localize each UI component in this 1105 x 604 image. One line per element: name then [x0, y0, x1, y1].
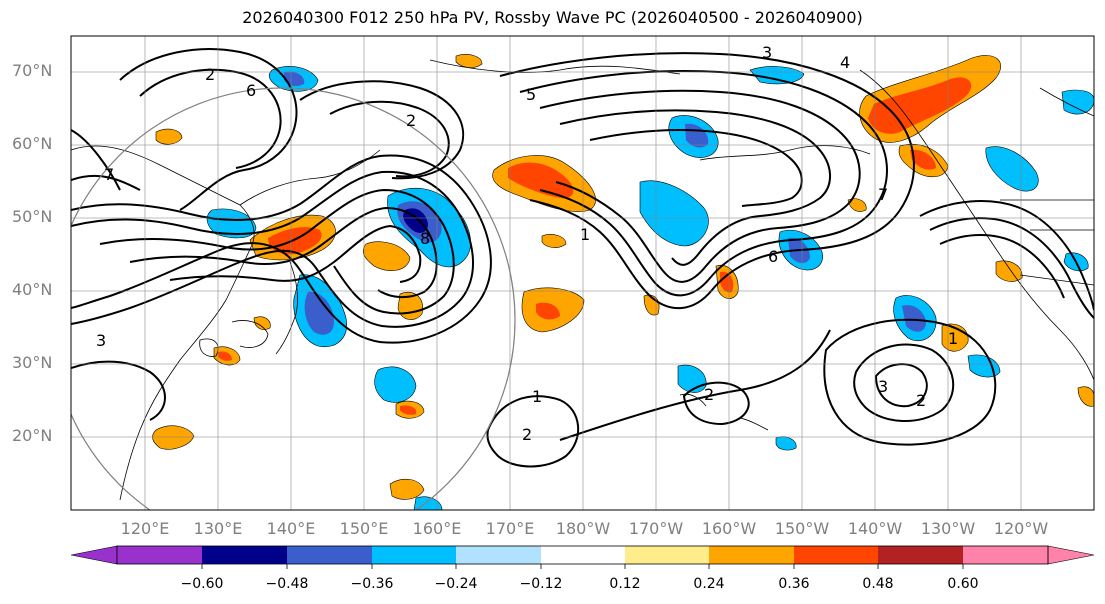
contour-label: 6 [768, 247, 778, 266]
lon-label: 120°E [120, 519, 170, 538]
lon-label: 140°W [847, 519, 903, 538]
colorbar-bin [541, 546, 625, 564]
colorbar-high-extension [1047, 545, 1095, 565]
contour-label: 2 [406, 111, 416, 130]
colorbar-tick-label: −0.12 [519, 576, 563, 592]
lon-label: 120°W [993, 519, 1049, 538]
contour-label: 2 [704, 385, 714, 404]
positive-anomaly-regions [152, 54, 1094, 500]
colorbar-tick-label: 0.12 [609, 576, 641, 592]
colorbar [70, 545, 1095, 569]
map-frame [70, 35, 1095, 511]
lon-label: 150°E [339, 519, 389, 538]
colorbar-bin [456, 546, 541, 564]
map-title: 2026040300 F012 250 hPa PV, Rossby Wave … [242, 8, 863, 27]
contour-label: 3 [762, 43, 772, 62]
colorbar-tick-label: 0.36 [778, 576, 810, 592]
lat-label: 60°N [12, 134, 53, 153]
contour-label: 3 [96, 331, 106, 350]
contour-label: 1 [948, 329, 958, 348]
colorbar-low-extension [70, 545, 118, 565]
contour-label: 4 [840, 53, 850, 72]
colorbar-tick-label: −0.48 [265, 576, 309, 592]
colorbar-tick-label: −0.36 [350, 576, 394, 592]
contour-label: 2 [522, 425, 532, 444]
contour-labels: 2 3 4 5 6 7 8 1 2 3 2 1 2 6 7 3 2 1 [96, 43, 958, 444]
colorbar-bin [963, 546, 1048, 564]
colorbar-tick-label: −0.60 [180, 576, 224, 592]
lat-label: 70°N [12, 61, 53, 80]
contour-label: 1 [532, 387, 542, 406]
lon-label: 130°E [193, 519, 243, 538]
contour-label: 7 [878, 185, 888, 204]
lon-label: 160°E [412, 519, 462, 538]
contour-label: 6 [246, 81, 256, 100]
colorbar-bin [372, 546, 456, 564]
lon-label: 170°W [628, 519, 684, 538]
map-gridlines [71, 36, 1094, 510]
colorbar-tick-label: 0.24 [693, 576, 725, 592]
lat-label: 40°N [12, 280, 53, 299]
contour-label: 8 [420, 229, 430, 248]
lon-label: 170°E [485, 519, 535, 538]
colorbar-bin [709, 546, 794, 564]
lon-label: 130°W [920, 519, 976, 538]
lon-label: 140°E [266, 519, 316, 538]
contour-label: 3 [878, 377, 888, 396]
lat-label: 50°N [12, 207, 53, 226]
lat-label: 20°N [12, 426, 53, 445]
colorbar-tick-label: 0.48 [862, 576, 894, 592]
lon-label: 150°W [774, 519, 830, 538]
colorbar-bin [794, 546, 878, 564]
colorbar-bin [287, 546, 372, 564]
contour-label: 7 [104, 165, 114, 184]
contour-label: 2 [205, 65, 215, 84]
contour-label: 1 [580, 225, 590, 244]
contour-label: 5 [526, 85, 536, 104]
colorbar-bin [117, 546, 202, 564]
colorbar-tick-label: 0.60 [947, 576, 979, 592]
colorbar-bin [202, 546, 287, 564]
colorbar-bin [878, 546, 963, 564]
lat-label: 30°N [12, 353, 53, 372]
colorbar-outline [116, 545, 1049, 565]
pv-contours [71, 48, 1094, 468]
lon-label: 160°W [701, 519, 757, 538]
contour-label: 2 [916, 391, 926, 410]
colorbar-bin [625, 546, 709, 564]
lon-label: 180°W [555, 519, 611, 538]
colorbar-tick-label: −0.24 [434, 576, 478, 592]
reference-circle [71, 87, 516, 510]
